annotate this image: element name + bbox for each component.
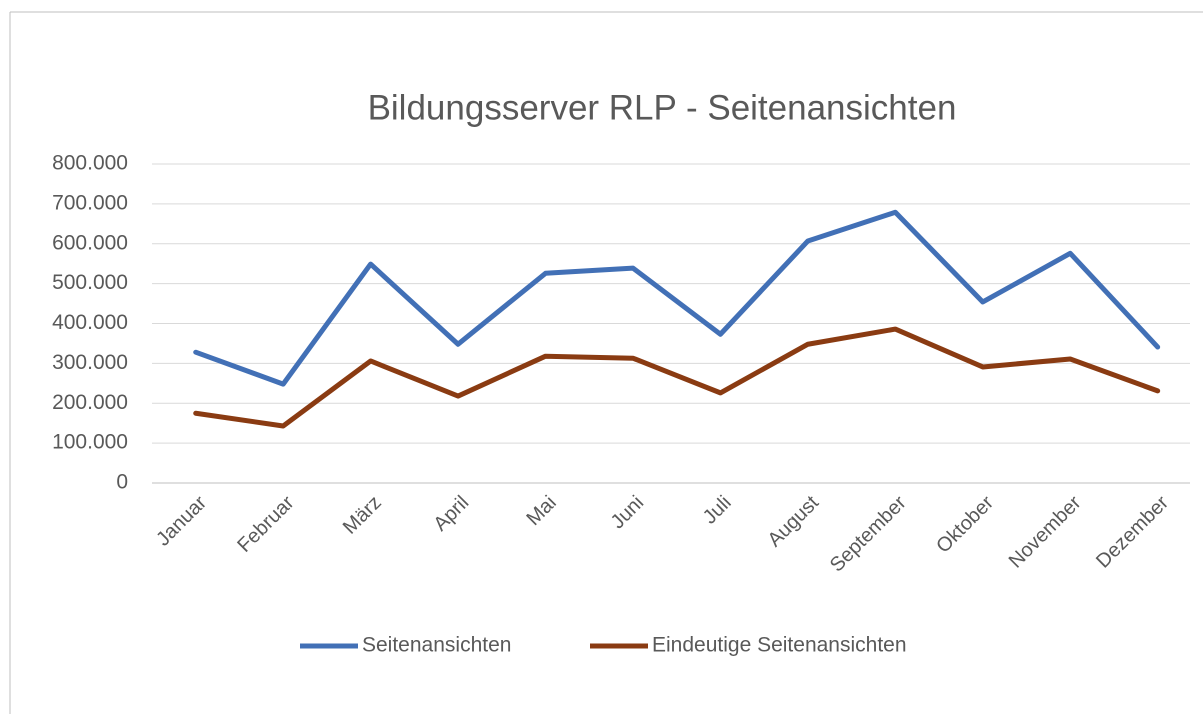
y-tick-label: 600.000 (52, 231, 128, 254)
series-line (193, 326, 1161, 429)
y-tick-label: 800.000 (52, 152, 128, 175)
legend-label: Eindeutige Seitenansichten (652, 634, 907, 657)
x-tick-label: August (764, 491, 824, 551)
y-tick-label: 0 (116, 471, 128, 494)
x-tick-label: September (826, 491, 911, 576)
x-tick-label: Juli (699, 492, 736, 529)
series-line (193, 209, 1161, 387)
x-tick-label: Februar (233, 491, 298, 556)
chart-title: Bildungsserver RLP - Seitenansichten (368, 88, 957, 127)
x-tick-label: Dezember (1092, 491, 1173, 572)
x-tick-label: März (339, 492, 386, 539)
y-tick-label: 300.000 (52, 351, 128, 374)
y-tick-label: 500.000 (52, 271, 128, 294)
y-tick-label: 400.000 (52, 311, 128, 334)
x-tick-label: Oktober (932, 491, 998, 557)
x-tick-label: Januar (152, 491, 211, 550)
y-tick-label: 100.000 (52, 431, 128, 454)
x-tick-label: April (429, 492, 473, 536)
x-tick-label: Juni (607, 492, 649, 534)
x-tick-label: Mai (522, 492, 560, 530)
y-tick-label: 200.000 (52, 391, 128, 414)
legend-label: Seitenansichten (362, 634, 511, 657)
x-tick-label: November (1005, 491, 1086, 572)
y-tick-label: 700.000 (52, 191, 128, 214)
